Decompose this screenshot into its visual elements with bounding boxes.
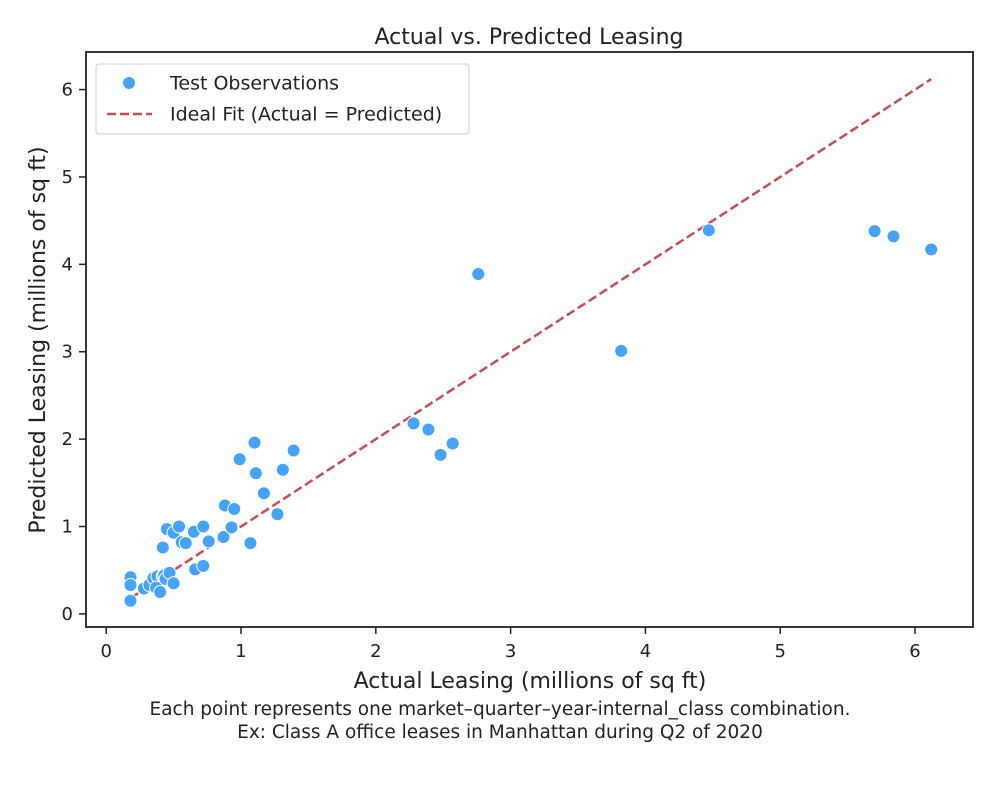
data-point [445, 436, 460, 451]
x-tick-label: 2 [370, 641, 381, 662]
y-tick-label: 5 [62, 167, 73, 188]
x-tick-label: 0 [100, 641, 111, 662]
data-point [172, 519, 187, 534]
data-point [275, 462, 290, 477]
data-point [232, 452, 247, 467]
data-point [123, 578, 138, 593]
x-tick-label: 1 [235, 641, 246, 662]
caption-line-1: Each point represents one market–quarter… [150, 699, 851, 720]
data-point [227, 502, 242, 517]
data-point [196, 558, 211, 573]
legend-label-ideal-fit: Ideal Fit (Actual = Predicted) [170, 104, 442, 126]
y-tick-label: 2 [62, 429, 73, 450]
caption-line-2: Ex: Class A office leases in Manhattan d… [237, 722, 763, 743]
data-point [224, 520, 239, 535]
plot-frame [85, 51, 974, 628]
legend-marker-observations [122, 76, 136, 90]
data-point [886, 229, 901, 244]
data-point [471, 266, 486, 281]
x-tick-label: 5 [775, 641, 786, 662]
data-point [406, 416, 421, 431]
data-point [286, 443, 301, 458]
legend-label-observations: Test Observations [169, 73, 339, 95]
scatter-points [123, 223, 939, 608]
y-tick-label: 0 [62, 604, 73, 625]
x-tick-label: 6 [909, 641, 920, 662]
data-point [248, 466, 263, 481]
ideal-fit-line [129, 78, 932, 600]
y-tick-label: 1 [62, 517, 73, 538]
y-axis-label: Predicted Leasing (millions of sq ft) [26, 146, 51, 533]
data-point [433, 447, 448, 462]
data-point [243, 536, 258, 551]
data-point [166, 576, 181, 591]
legend: Test Observations Ideal Fit (Actual = Pr… [95, 63, 470, 135]
y-tick-label: 4 [62, 254, 73, 275]
data-point [421, 422, 436, 437]
data-point [155, 540, 170, 555]
data-point [614, 343, 629, 358]
data-point [153, 585, 168, 600]
data-point [701, 223, 716, 238]
data-point [256, 486, 271, 501]
y-tick-label: 3 [62, 342, 73, 363]
data-point [216, 529, 231, 544]
chart-title: Actual vs. Predicted Leasing [374, 25, 683, 50]
data-point [196, 519, 211, 534]
data-point [123, 593, 138, 608]
x-axis-label: Actual Leasing (millions of sq ft) [354, 669, 707, 694]
data-point [270, 507, 285, 522]
x-tick-label: 3 [505, 641, 516, 662]
data-point [247, 435, 262, 450]
data-point [178, 536, 193, 551]
ideal-fit-line-layer [129, 78, 932, 600]
y-tick-label: 6 [62, 80, 73, 101]
x-tick-label: 4 [640, 641, 651, 662]
data-point [867, 224, 882, 239]
data-point [201, 534, 216, 549]
legend-box [95, 63, 470, 135]
plot-area: 0 1 2 3 4 5 6 0 1 2 3 4 5 6 [62, 51, 974, 662]
axis-ticks: 0 1 2 3 4 5 6 0 1 2 3 4 5 6 [62, 80, 921, 662]
data-point [924, 242, 939, 257]
